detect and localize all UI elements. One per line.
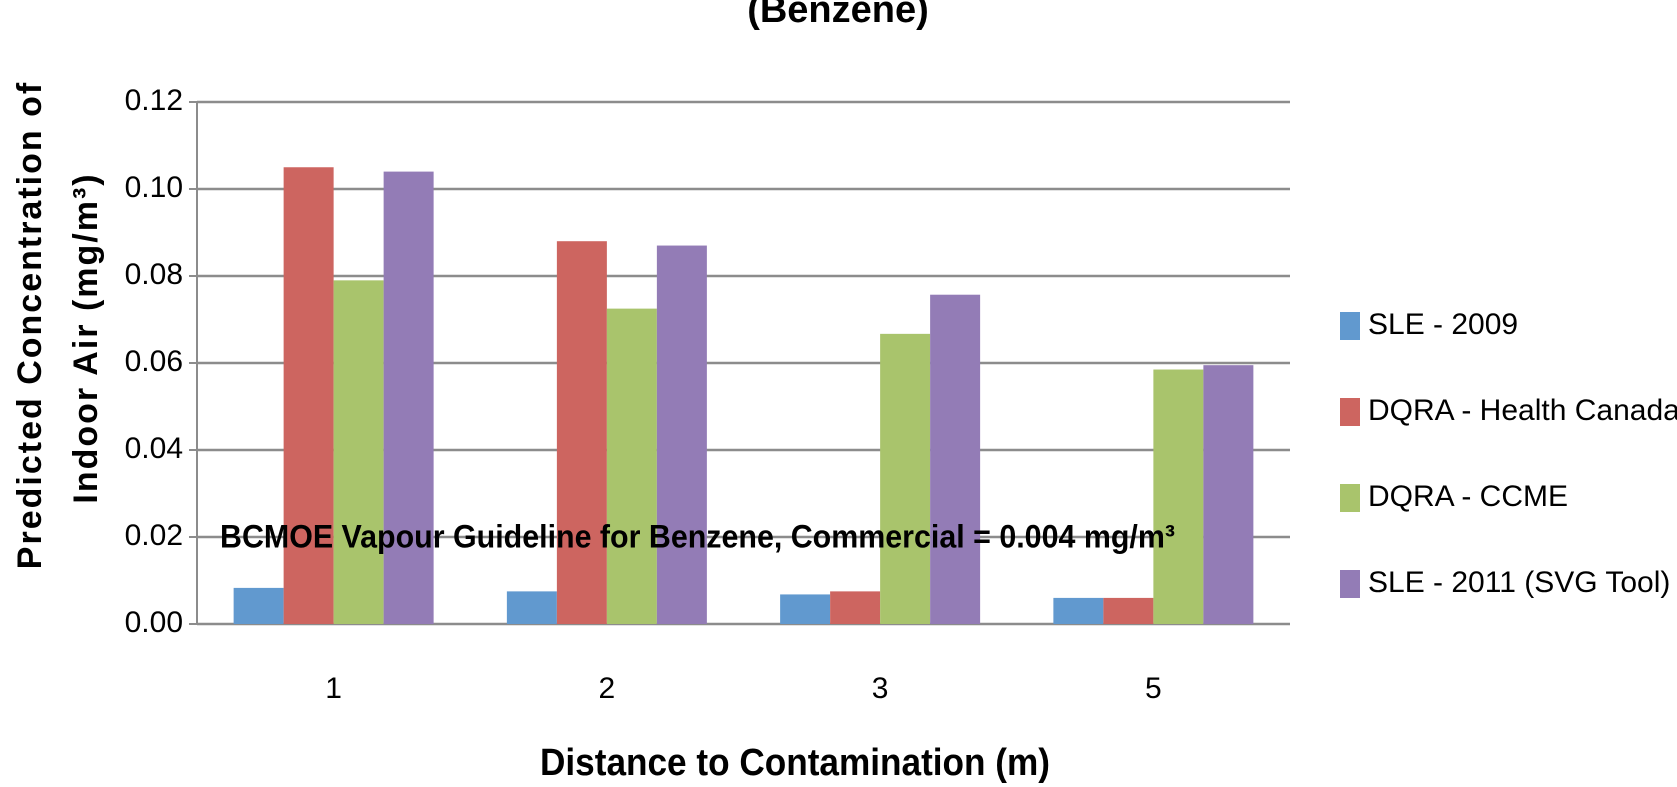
bar: [383, 171, 434, 624]
bar: [656, 245, 707, 625]
y-tick-label: 0.02: [125, 519, 183, 552]
y-axis-label: Predicted Concentration of: [11, 81, 49, 569]
legend-swatch: [1340, 312, 1360, 340]
legend-swatch: [1340, 570, 1360, 598]
legend-label: SLE - 2009: [1368, 308, 1518, 341]
x-axis-label: Distance to Contamination (m): [540, 742, 1050, 784]
x-tick-label: 1: [325, 672, 342, 705]
x-tick-label: 2: [599, 672, 616, 705]
bar: [830, 591, 881, 624]
legend-swatch: [1340, 484, 1360, 512]
y-tick-label: 0.04: [125, 432, 183, 465]
bar: [880, 333, 931, 624]
legend-label: DQRA - CCME: [1368, 480, 1568, 513]
annotation: BCMOE Vapour Guideline for Benzene, Comm…: [220, 518, 1175, 554]
x-tick-label: 5: [1145, 672, 1162, 705]
bar: [506, 591, 557, 624]
bar: [780, 594, 831, 624]
x-tick-label: 3: [872, 672, 889, 705]
bar: [283, 167, 334, 624]
bar: [333, 280, 384, 624]
chart-title: (Benzene): [747, 0, 929, 31]
y-tick-label: 0.08: [125, 258, 183, 291]
bar: [556, 241, 607, 624]
bar: [1203, 365, 1254, 624]
y-tick-label: 0.10: [125, 171, 183, 204]
y-tick-label: 0.12: [125, 84, 183, 117]
legend-label: DQRA - Health Canada: [1368, 394, 1677, 427]
bar: [930, 294, 981, 624]
bar: [1153, 369, 1204, 624]
bar: [1103, 597, 1154, 624]
y-axis-label: Indoor Air (mg/m³): [67, 172, 105, 503]
legend-swatch: [1340, 398, 1360, 426]
legend-label: SLE - 2011 (SVG Tool): [1368, 566, 1670, 599]
bar: [233, 587, 284, 624]
bar: [1053, 597, 1104, 624]
y-tick-label: 0.00: [125, 606, 183, 639]
y-tick-label: 0.06: [125, 345, 183, 378]
bar: [606, 308, 657, 624]
